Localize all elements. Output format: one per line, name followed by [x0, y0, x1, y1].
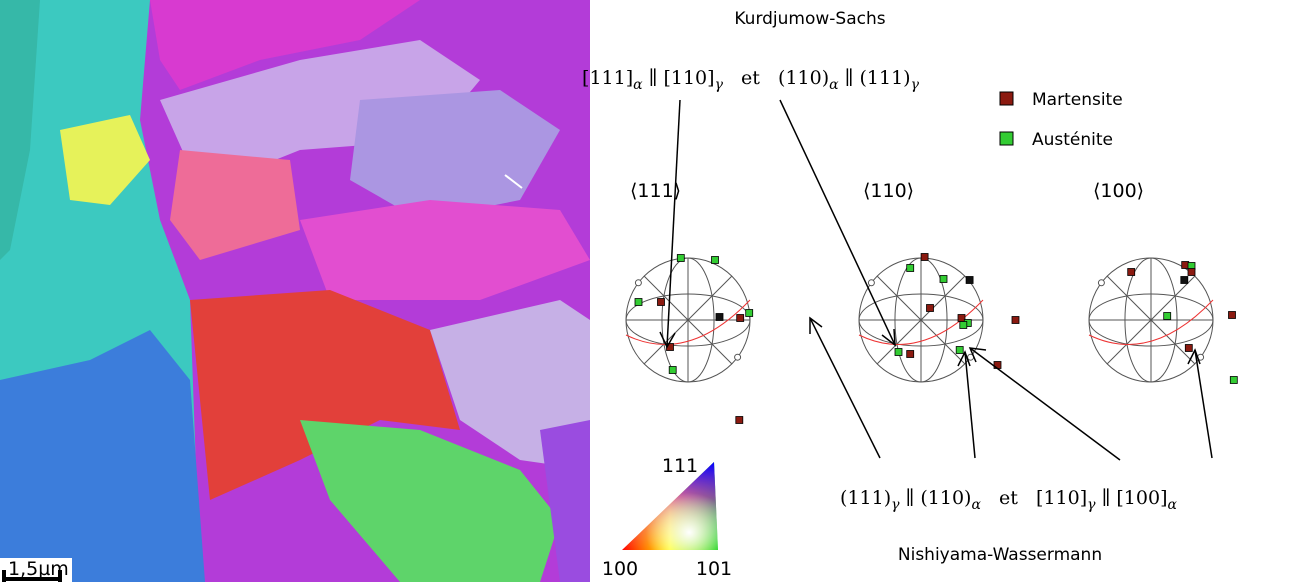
pole-point [634, 298, 643, 306]
pole-point [955, 346, 964, 354]
pole-marker-open [634, 279, 642, 287]
pole-line [643, 275, 733, 365]
pole-point [1011, 316, 1020, 324]
pole-line [876, 275, 966, 365]
ebsd-map [0, 0, 590, 582]
pole-point [965, 276, 974, 284]
legend-marker-austenite [999, 131, 1014, 146]
pole-line [1106, 275, 1196, 365]
pole-point [668, 366, 677, 374]
legend-label: Martensite [1032, 90, 1123, 110]
scale-bar [2, 570, 62, 582]
nw-title: Nishiyama-Wassermann [898, 545, 1102, 565]
pole-arc [661, 257, 715, 383]
ipf-label: 100 [602, 558, 638, 580]
pole-point [715, 313, 724, 321]
pole-arc [1088, 293, 1214, 347]
pole-point [735, 416, 744, 424]
pole-point [657, 298, 665, 306]
ipf-label: 101 [696, 558, 732, 580]
legend-marker-martensite [999, 91, 1014, 106]
pole-marker-open [1097, 279, 1105, 287]
trace-curve [625, 299, 751, 345]
pole-point [906, 350, 915, 358]
pole-figure: ⟨100⟩ [1088, 180, 1238, 384]
pole-point [959, 321, 968, 329]
pole-point [1184, 344, 1193, 352]
pole-arc [858, 293, 984, 347]
pole-point [894, 348, 903, 356]
pole-point [1187, 268, 1196, 276]
pole-marker-open [867, 279, 875, 287]
pole-point [1163, 312, 1172, 320]
pole-point [906, 264, 915, 272]
pole-label: ⟨110⟩ [863, 180, 914, 202]
pole-figure: ⟨110⟩ [858, 180, 1020, 383]
arrows [659, 99, 1213, 461]
pole-point [1229, 376, 1238, 384]
ipf-label: 111 [662, 455, 698, 477]
pole-point [920, 253, 929, 261]
pole-marker-open [734, 353, 742, 361]
pole-arc [1124, 257, 1178, 383]
pole-point [736, 314, 745, 322]
pole-label: ⟨111⟩ [630, 180, 681, 202]
pole-point [745, 309, 754, 317]
pole-figure: ⟨111⟩ [625, 180, 754, 424]
trace-curve [1088, 299, 1214, 345]
pole-label: ⟨100⟩ [1093, 180, 1144, 202]
pole-arc [625, 293, 751, 347]
pole-point [1228, 311, 1236, 319]
pole-point [1127, 268, 1136, 276]
nw-relation: (111)γ ∥ (110)α et [110]γ ∥ [100]α [834, 487, 1183, 514]
ks-relation: [111]α ∥ [110]γ et (110)α ∥ (111)γ [576, 67, 925, 94]
pole-point [1180, 276, 1189, 284]
pole-point [939, 275, 948, 283]
legend-label: Austénite [1032, 130, 1113, 150]
pole-point [676, 254, 685, 262]
scale-bar-label: 1,5µm [8, 558, 69, 580]
pole-point [926, 304, 934, 312]
ipf-key [622, 462, 718, 550]
ks-title: Kurdjumow-Sachs [734, 9, 885, 29]
pole-point [711, 256, 719, 264]
trace-curve [858, 299, 984, 345]
